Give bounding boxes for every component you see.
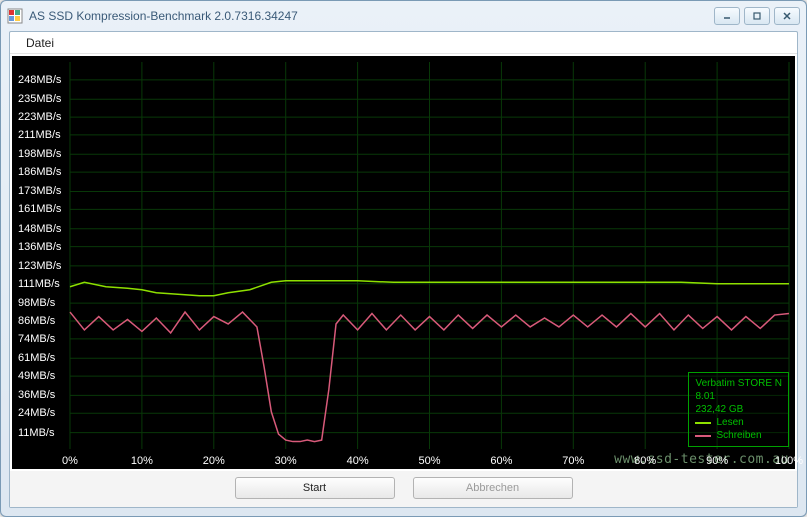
y-tick-label: 161MB/s <box>18 203 61 215</box>
y-tick-label: 198MB/s <box>18 148 61 160</box>
y-tick-label: 186MB/s <box>18 166 61 178</box>
y-tick-label: 211MB/s <box>18 129 61 141</box>
menubar: Datei <box>10 32 797 54</box>
y-tick-label: 74MB/s <box>18 333 55 345</box>
y-tick-label: 148MB/s <box>18 223 61 235</box>
x-tick-label: 100% <box>775 455 803 467</box>
window-buttons <box>714 7 800 25</box>
x-tick-label: 70% <box>562 455 584 467</box>
y-tick-label: 136MB/s <box>18 241 61 253</box>
y-tick-label: 173MB/s <box>18 185 61 197</box>
y-tick-label: 36MB/s <box>18 389 55 401</box>
y-tick-label: 11MB/s <box>18 427 54 439</box>
legend-write-row: Schreiben <box>695 429 782 442</box>
y-tick-label: 111MB/s <box>18 278 60 290</box>
app-window: AS SSD Kompression-Benchmark 2.0.7316.34… <box>0 0 807 517</box>
x-tick-label: 0% <box>62 455 78 467</box>
x-tick-label: 80% <box>634 455 656 467</box>
button-row: Start Abbrechen <box>10 471 797 507</box>
maximize-button[interactable] <box>744 7 770 25</box>
x-tick-label: 40% <box>347 455 369 467</box>
legend-read-label: Lesen <box>716 416 743 429</box>
y-tick-label: 86MB/s <box>18 315 55 327</box>
client-area: Datei Verbatim STORE N 8.01 232,42 GB Le… <box>9 31 798 508</box>
legend-write-swatch <box>695 435 711 437</box>
y-tick-label: 248MB/s <box>18 74 61 86</box>
chart-svg <box>12 56 795 469</box>
compression-chart: Verbatim STORE N 8.01 232,42 GB Lesen Sc… <box>12 56 795 469</box>
y-tick-label: 235MB/s <box>18 93 61 105</box>
legend-capacity: 232,42 GB <box>695 403 782 416</box>
x-tick-label: 50% <box>418 455 440 467</box>
x-tick-label: 20% <box>203 455 225 467</box>
legend-firmware: 8.01 <box>695 390 782 403</box>
legend-read-swatch <box>695 422 711 424</box>
y-tick-label: 49MB/s <box>18 370 55 382</box>
x-tick-label: 30% <box>275 455 297 467</box>
y-tick-label: 24MB/s <box>18 407 55 419</box>
y-tick-label: 123MB/s <box>18 260 61 272</box>
close-button[interactable] <box>774 7 800 25</box>
legend-box: Verbatim STORE N 8.01 232,42 GB Lesen Sc… <box>688 372 789 447</box>
y-tick-label: 98MB/s <box>18 297 55 309</box>
legend-write-label: Schreiben <box>716 429 761 442</box>
menu-file[interactable]: Datei <box>18 34 62 52</box>
titlebar[interactable]: AS SSD Kompression-Benchmark 2.0.7316.34… <box>1 1 806 31</box>
y-tick-label: 223MB/s <box>18 111 61 123</box>
legend-device: Verbatim STORE N <box>695 377 782 390</box>
window-title: AS SSD Kompression-Benchmark 2.0.7316.34… <box>29 9 708 23</box>
x-tick-label: 10% <box>131 455 153 467</box>
x-tick-label: 90% <box>706 455 728 467</box>
legend-read-row: Lesen <box>695 416 782 429</box>
minimize-button[interactable] <box>714 7 740 25</box>
x-tick-label: 60% <box>490 455 512 467</box>
app-icon <box>7 8 23 24</box>
start-button[interactable]: Start <box>235 477 395 499</box>
y-tick-label: 61MB/s <box>18 352 55 364</box>
cancel-button: Abbrechen <box>413 477 573 499</box>
